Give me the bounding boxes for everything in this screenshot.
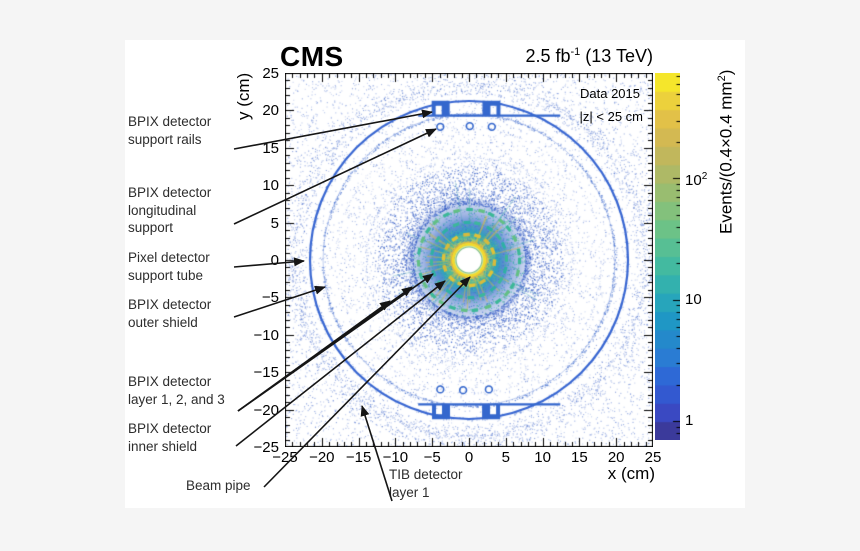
y-tick-label: −5 xyxy=(261,289,279,307)
annotation-bpix-support-rails: BPIX detector support rails xyxy=(128,114,212,147)
x-tick-label: 15 xyxy=(571,449,588,466)
y-tick-label: 25 xyxy=(262,65,279,82)
annotation-bpix-layers: BPIX detector layer 1, 2, and 3 xyxy=(128,374,225,407)
experiment-title: CMS xyxy=(280,41,344,72)
colorbar-axis-title: Events/(0.4×0.4 mm2) xyxy=(716,69,736,234)
y-tick-label: −15 xyxy=(253,364,279,382)
y-tick-label: 15 xyxy=(262,139,279,157)
x-tick-label: −20 xyxy=(309,449,335,466)
colorbar-canvas xyxy=(655,73,680,440)
dataset-label: Data 2015 xyxy=(580,86,640,101)
heatmap-canvas xyxy=(285,73,653,447)
x-tick-label: −15 xyxy=(345,449,372,466)
y-tick-label: −25 xyxy=(253,439,279,456)
y-tick-label: 5 xyxy=(270,214,279,232)
x-tick-label: −5 xyxy=(423,449,441,466)
y-tick-label: 0 xyxy=(270,252,279,269)
x-tick-label: 20 xyxy=(607,449,625,466)
x-tick-label: −10 xyxy=(382,449,409,466)
annotation-beam-pipe: Beam pipe xyxy=(186,478,251,493)
annotation-bpix-longitudinal-support: BPIX detector longitudinal support xyxy=(128,185,212,235)
annotation-pixel-support-tube: Pixel detector support tube xyxy=(128,250,210,283)
annotation-tib-layer-1: TIB detector layer 1 xyxy=(389,467,463,500)
x-tick-label: 0 xyxy=(464,449,474,466)
x-tick-label: 25 xyxy=(644,449,662,466)
x-tick-label: 10 xyxy=(534,449,551,466)
y-tick-label: −20 xyxy=(253,401,279,419)
colorbar-tick-10: 10 xyxy=(685,291,702,308)
z-range-label: |z| < 25 cm xyxy=(579,109,643,124)
y-tick-label: 10 xyxy=(262,177,279,195)
colorbar-tick-1: 1 xyxy=(685,412,694,429)
x-tick-label: 5 xyxy=(501,449,510,466)
colorbar-tick-100: 102 xyxy=(685,171,708,189)
y-tick-label: −10 xyxy=(253,326,279,344)
luminosity-energy-label: 2.5 fb-1 (13 TeV) xyxy=(525,46,653,66)
x-axis-title: x (cm) xyxy=(607,464,655,483)
annotation-bpix-outer-shield: BPIX detector outer shield xyxy=(128,297,212,330)
y-tick-label: 20 xyxy=(262,102,279,120)
annotation-bpix-inner-shield: BPIX detector inner shield xyxy=(128,421,212,454)
